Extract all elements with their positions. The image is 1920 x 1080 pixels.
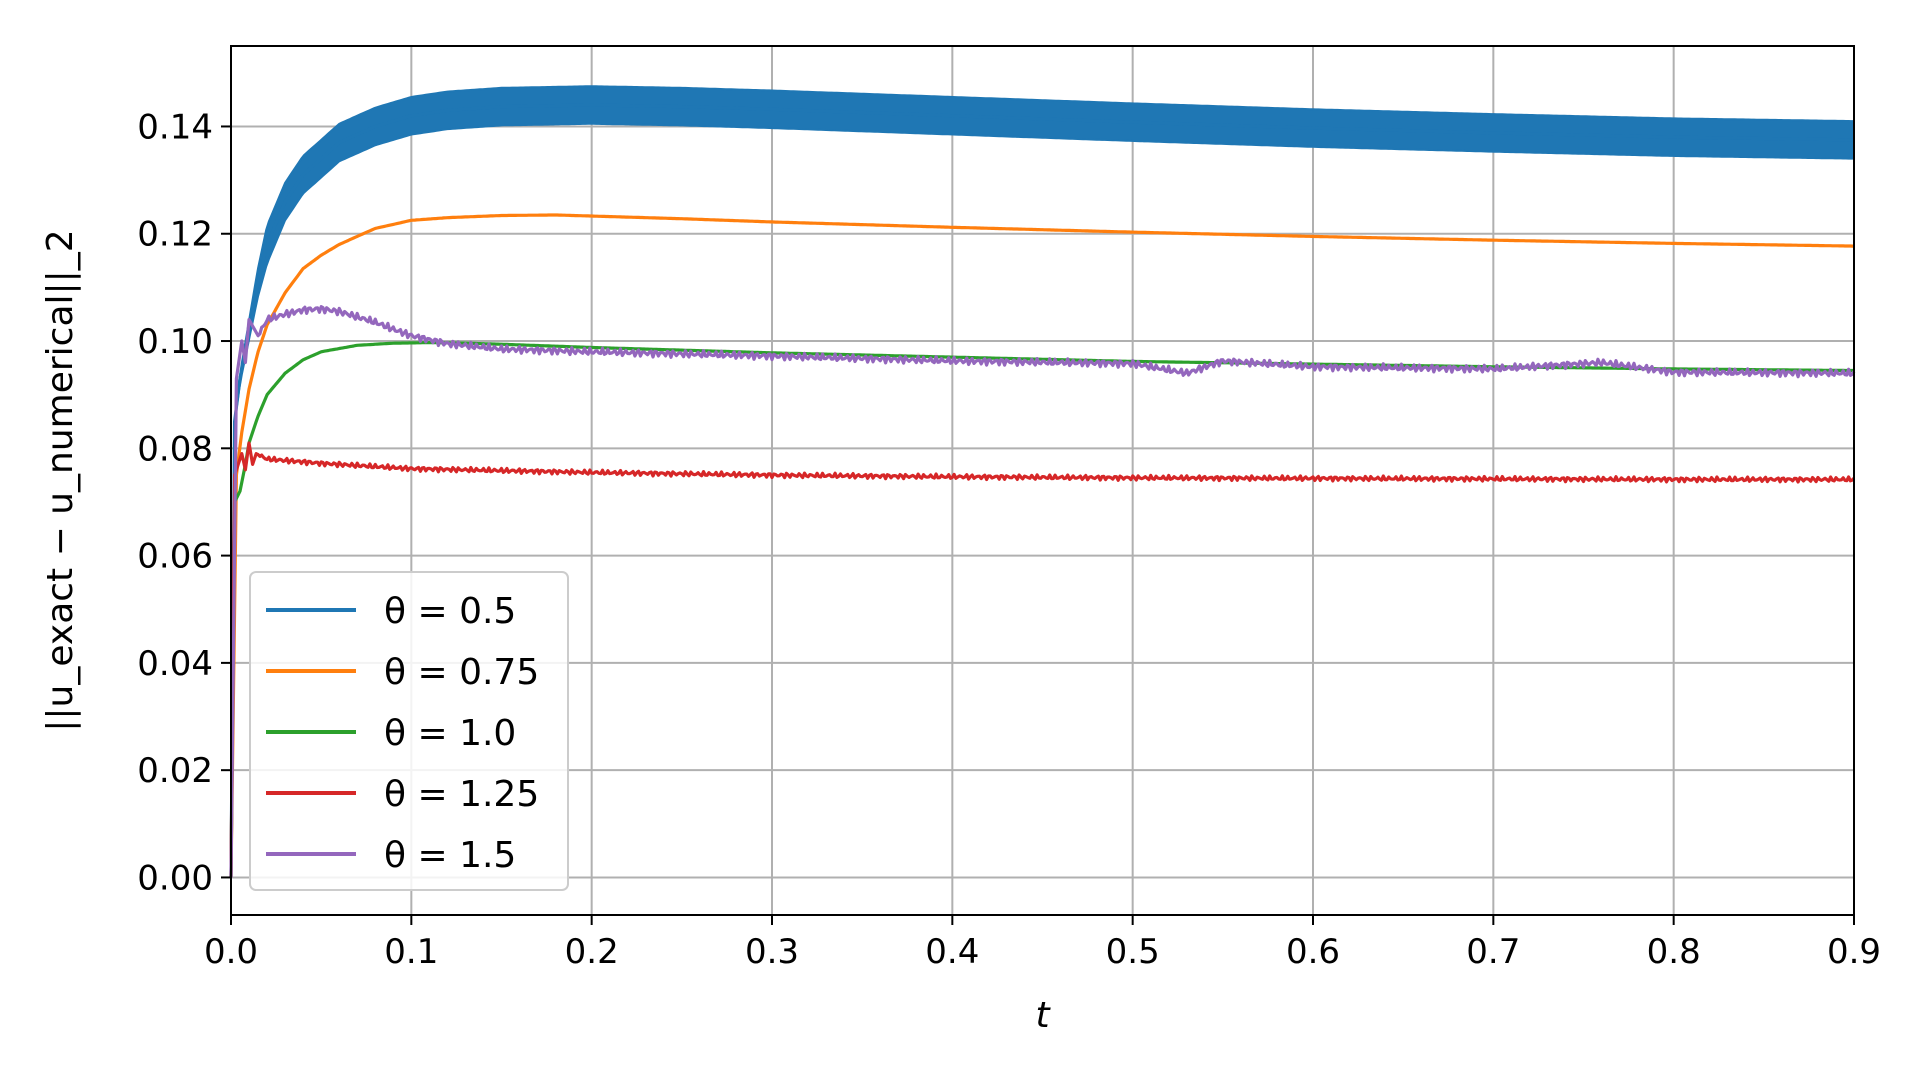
legend-label: θ = 1.5 xyxy=(384,835,516,876)
legend: θ = 0.5 θ = 0.75 θ = 1.0 θ = 1.25 θ = 1.5 xyxy=(249,571,569,891)
x-tick-label: 0.5 xyxy=(1106,932,1160,972)
series-layer xyxy=(229,85,1856,878)
y-axis-label: ||u_exact − u_numerical||_2 xyxy=(40,229,81,731)
x-tick-label: 0.3 xyxy=(745,932,799,972)
series-4 xyxy=(229,441,1856,878)
plot-frame xyxy=(230,45,1855,916)
y-axis: 0.00 0.02 0.04 0.06 0.08 0.10 0.12 0.14 xyxy=(137,107,231,898)
x-tick-label: 0.4 xyxy=(925,932,979,972)
y-tick-label: 0.12 xyxy=(137,215,213,255)
legend-box xyxy=(249,571,569,891)
series-line xyxy=(229,213,1854,878)
y-tick-label: 0.08 xyxy=(137,429,213,469)
y-tick-label: 0.00 xyxy=(137,858,213,898)
x-axis: 0.0 0.1 0.2 0.3 0.4 0.5 0.6 0.7 0.8 0.9 xyxy=(204,915,1881,972)
legend-label: θ = 0.75 xyxy=(384,652,539,693)
y-tick-label: 0.10 xyxy=(137,322,213,362)
legend-label: θ = 0.5 xyxy=(384,591,516,632)
x-tick-label: 0.0 xyxy=(204,932,258,972)
legend-label: θ = 1.25 xyxy=(384,774,539,815)
y-tick-label: 0.06 xyxy=(137,537,213,577)
x-tick-label: 0.2 xyxy=(565,932,619,972)
series-2 xyxy=(229,213,1854,878)
legend-label: θ = 1.0 xyxy=(384,713,516,754)
series-5 xyxy=(229,305,1856,878)
series-line xyxy=(229,103,1855,878)
y-tick-label: 0.02 xyxy=(137,751,213,791)
x-tick-label: 0.9 xyxy=(1827,932,1881,972)
x-tick-label: 0.7 xyxy=(1466,932,1520,972)
series-line xyxy=(229,305,1856,878)
y-tick-label: 0.14 xyxy=(137,107,213,147)
x-tick-label: 0.6 xyxy=(1286,932,1340,972)
y-tick-label: 0.04 xyxy=(137,644,213,684)
x-tick-label: 0.1 xyxy=(384,932,438,972)
series-line xyxy=(229,441,1856,878)
x-axis-label: t xyxy=(1035,995,1051,1036)
x-tick-label: 0.8 xyxy=(1647,932,1701,972)
